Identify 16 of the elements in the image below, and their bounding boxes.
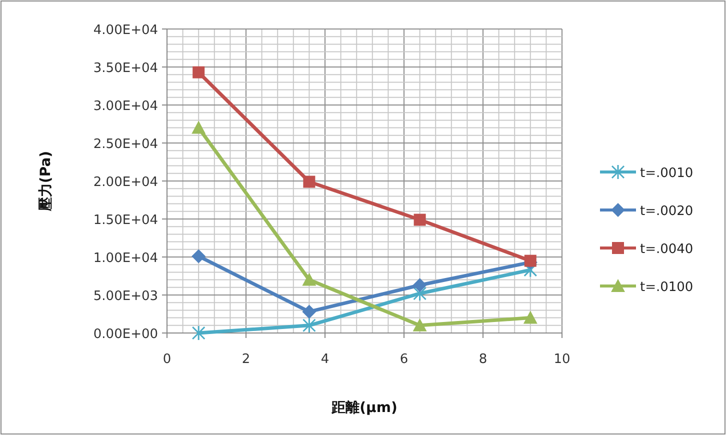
point: [413, 286, 427, 302]
point: [192, 120, 206, 134]
xlabel: 距離(μm): [332, 400, 398, 416]
point: [412, 318, 427, 332]
point: [192, 66, 205, 78]
point: [303, 176, 316, 188]
point: [192, 249, 206, 264]
point: [414, 214, 426, 226]
point: [302, 272, 316, 286]
point: [302, 318, 316, 334]
ylabel: 壓力(Pa): [38, 150, 54, 212]
point: [412, 278, 427, 292]
point: [523, 310, 538, 324]
point: [524, 254, 536, 267]
point: [302, 304, 316, 319]
point: [192, 325, 206, 341]
